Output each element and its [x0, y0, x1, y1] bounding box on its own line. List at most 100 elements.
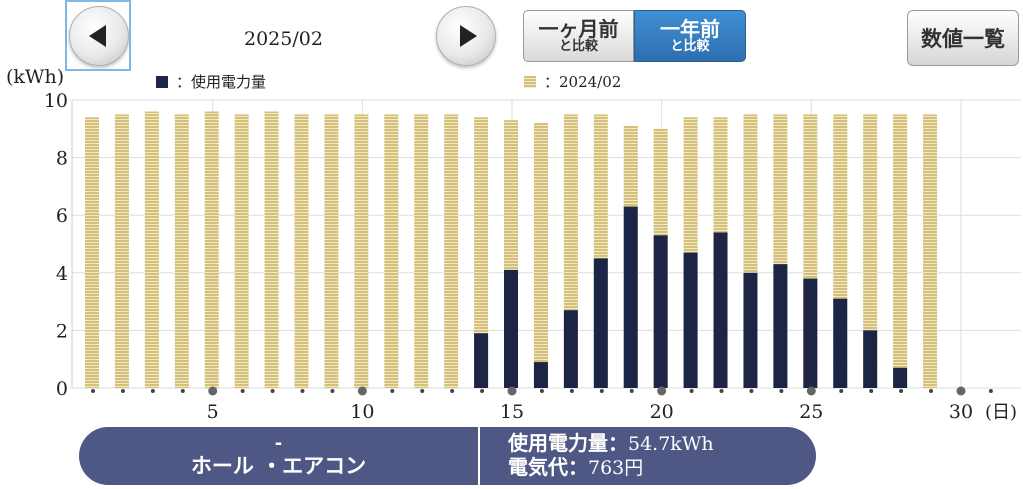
x-tick-label: 20: [650, 401, 674, 423]
day-marker-major: [507, 386, 517, 396]
x-tick-label: 5: [207, 401, 219, 423]
current-usage-bar: [533, 362, 548, 388]
current-usage-bar: [893, 367, 908, 388]
x-tick-label: 10: [350, 401, 374, 423]
legend-current-swatch: [156, 75, 168, 88]
current-usage-bar: [713, 232, 728, 388]
current-usage-bar: [743, 272, 758, 388]
legend-previous: ：2024/02: [524, 71, 621, 92]
current-usage-bar: [623, 206, 638, 388]
cost-value: 763円: [588, 457, 644, 479]
day-marker: [569, 389, 574, 393]
day-marker-major: [208, 386, 218, 396]
current-usage-bar: [563, 310, 578, 388]
y-unit-label: (kWh): [6, 66, 64, 88]
y-tick-label: 4: [56, 263, 68, 285]
previous-year-bar: [474, 117, 489, 388]
compare-month-label: 一ヶ月前: [538, 16, 619, 41]
device-info: - ホール ・エアコン: [79, 427, 480, 485]
day-marker: [180, 389, 185, 393]
device-dash: -: [274, 432, 283, 454]
triangle-left-icon: [88, 25, 106, 47]
previous-year-bar: [264, 111, 279, 389]
legend-current: ：使用電力量: [156, 71, 266, 92]
current-usage-bar: [863, 330, 878, 388]
usage-summary: 使用電力量：54.7kWh 電気代：763円: [480, 427, 816, 485]
previous-year-bar: [414, 114, 429, 389]
previous-year-bar: [324, 114, 339, 389]
usage-label: 使用電力量：: [508, 431, 628, 456]
current-usage-bar: [504, 269, 519, 388]
y-tick-label: 10: [44, 90, 68, 112]
day-marker: [749, 389, 754, 393]
cost-label: 電気代：: [508, 455, 588, 479]
usage-value: 54.7kWh: [628, 433, 714, 456]
day-marker: [719, 389, 724, 393]
previous-year-bar: [533, 123, 548, 388]
day-marker: [839, 389, 844, 393]
compare-month-sublabel: と比較: [558, 38, 598, 54]
day-marker-major: [956, 386, 966, 396]
x-unit-label: (日): [985, 402, 1017, 423]
day-marker-major: [357, 386, 367, 396]
day-marker: [539, 389, 544, 393]
value-list-button[interactable]: 数値一覧: [907, 10, 1019, 66]
period-label: 2025/02: [244, 28, 323, 50]
x-tick-label: 15: [500, 401, 524, 423]
x-tick-label: 30: [949, 401, 973, 423]
previous-year-bar: [893, 114, 908, 389]
day-marker: [779, 389, 784, 393]
previous-year-bar: [204, 111, 219, 389]
day-marker: [91, 389, 95, 393]
next-month-button[interactable]: [436, 6, 496, 66]
day-marker: [150, 389, 155, 393]
current-usage-bar: [803, 278, 818, 388]
day-marker-major: [657, 386, 667, 396]
legend-current-label: ：使用電力量: [176, 73, 267, 91]
current-usage-bar: [653, 235, 668, 388]
day-marker: [120, 389, 125, 393]
compare-year-sublabel: と比較: [670, 38, 710, 54]
current-usage-bar: [683, 252, 698, 388]
day-marker: [869, 389, 874, 393]
y-tick-label: 2: [56, 320, 68, 342]
current-usage-bar: [773, 264, 788, 388]
previous-year-bar: [144, 111, 159, 389]
day-marker: [270, 389, 275, 393]
cost-row: 電気代：763円: [508, 455, 816, 480]
day-marker: [240, 389, 245, 393]
day-marker: [689, 389, 694, 393]
previous-year-bar: [923, 114, 938, 389]
summary-panel: - ホール ・エアコン 使用電力量：54.7kWh 電気代：763円: [79, 427, 816, 485]
day-marker: [300, 389, 305, 393]
day-marker: [899, 389, 904, 393]
legend-previous-swatch: [524, 75, 536, 88]
y-tick-label: 6: [56, 205, 68, 227]
triangle-right-icon: [459, 25, 477, 47]
day-marker: [420, 389, 425, 393]
previous-year-bar: [174, 114, 189, 389]
previous-year-bar: [444, 114, 459, 389]
previous-year-bar: [234, 114, 249, 389]
compare-year-label: 一年前: [660, 16, 720, 41]
current-usage-bar: [474, 333, 489, 388]
previous-year-bar: [354, 114, 369, 389]
day-marker: [629, 389, 634, 393]
current-usage-bar: [593, 258, 608, 388]
day-marker: [330, 389, 335, 393]
day-marker: [480, 389, 485, 393]
previous-year-bar: [114, 114, 129, 389]
previous-month-button[interactable]: [69, 6, 129, 66]
day-marker: [390, 389, 395, 393]
compare-month-button[interactable]: 一ヶ月前 と比較: [523, 10, 634, 62]
day-marker: [450, 389, 455, 393]
previous-year-bar: [863, 114, 878, 389]
x-tick-label: 25: [799, 401, 823, 423]
y-tick-label: 0: [56, 378, 68, 400]
compare-year-button[interactable]: 一年前 と比較: [634, 10, 746, 62]
previous-year-bar: [294, 114, 309, 389]
previous-year-bar: [85, 117, 99, 388]
y-tick-label: 8: [56, 148, 68, 170]
day-marker: [599, 389, 604, 393]
